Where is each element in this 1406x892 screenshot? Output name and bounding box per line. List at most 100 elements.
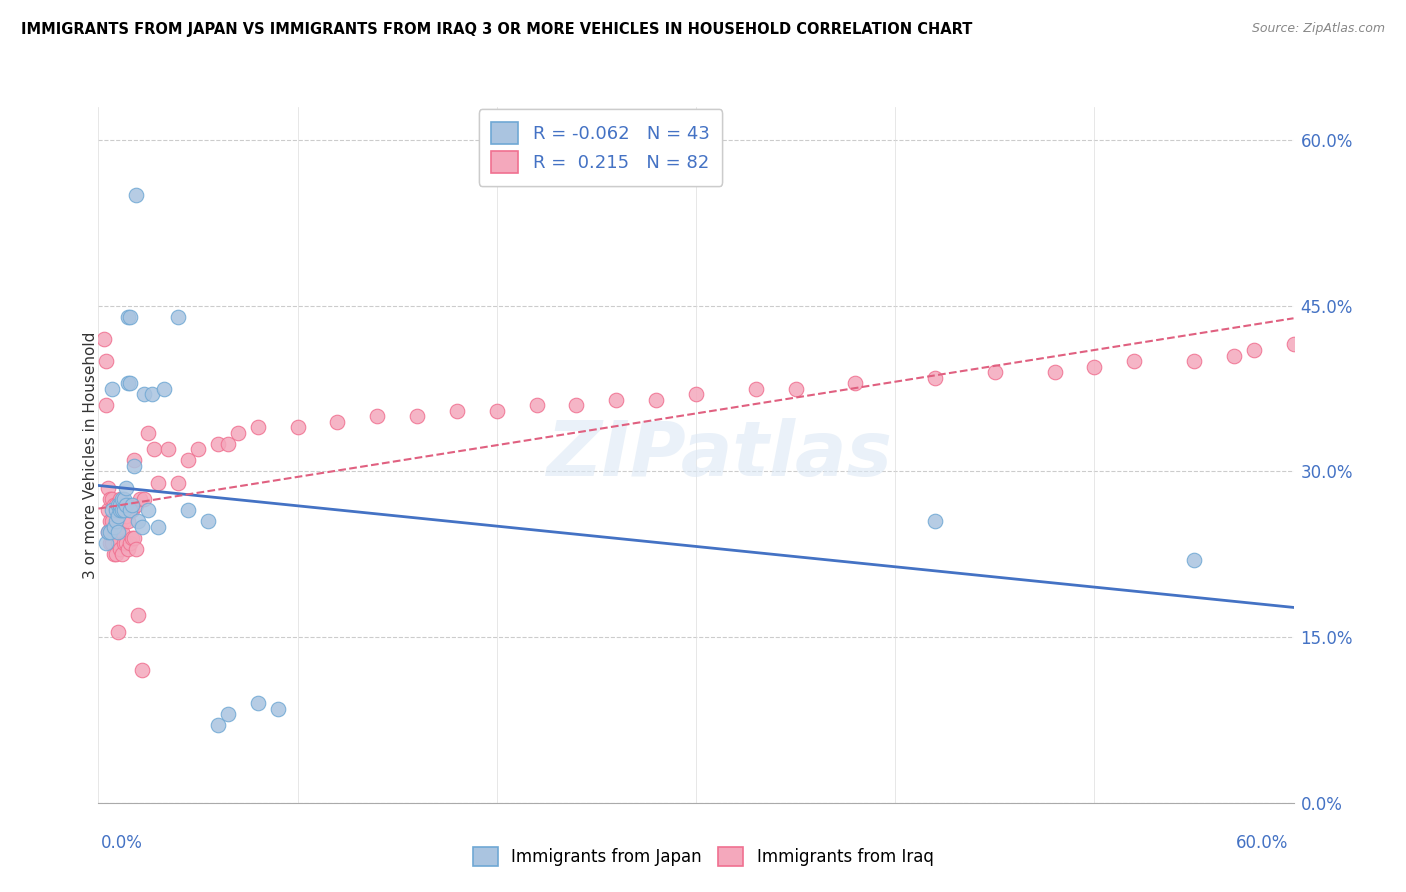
Legend: R = -0.062   N = 43, R =  0.215   N = 82: R = -0.062 N = 43, R = 0.215 N = 82 [478, 109, 723, 186]
Point [112, 503, 135, 517]
Point [120, 376, 142, 391]
Point [127, 608, 149, 623]
Point [120, 503, 142, 517]
Point [197, 514, 219, 528]
Point [96, 536, 118, 550]
Point [131, 663, 153, 677]
Point [112, 514, 135, 528]
Point [984, 365, 1007, 379]
Point [101, 503, 124, 517]
Point [105, 547, 128, 561]
Point [110, 541, 132, 556]
Text: 60.0%: 60.0% [1236, 834, 1288, 852]
Point [124, 453, 146, 467]
Point [148, 475, 170, 490]
Point [117, 498, 139, 512]
Point [103, 519, 125, 533]
Text: Source: ZipAtlas.com: Source: ZipAtlas.com [1251, 22, 1385, 36]
Point [446, 403, 468, 417]
Point [96, 354, 118, 368]
Point [167, 475, 190, 490]
Point [121, 531, 143, 545]
Point [100, 492, 122, 507]
Text: IMMIGRANTS FROM JAPAN VS IMMIGRANTS FROM IRAQ 3 OR MORE VEHICLES IN HOUSEHOLD CO: IMMIGRANTS FROM JAPAN VS IMMIGRANTS FROM… [21, 22, 973, 37]
Point [100, 514, 122, 528]
Point [125, 188, 148, 202]
Point [111, 503, 134, 517]
Point [111, 547, 134, 561]
Point [96, 398, 118, 412]
Point [1182, 354, 1205, 368]
Point [121, 503, 143, 517]
Point [785, 382, 807, 396]
Point [117, 541, 139, 556]
Point [112, 536, 135, 550]
Point [103, 547, 125, 561]
Point [97, 525, 120, 540]
Point [115, 481, 138, 495]
Point [131, 519, 153, 533]
Point [110, 498, 132, 512]
Point [117, 376, 139, 391]
Point [125, 498, 148, 512]
Point [97, 525, 120, 540]
Point [406, 409, 429, 424]
Y-axis label: 3 or more Vehicles in Household: 3 or more Vehicles in Household [83, 331, 97, 579]
Point [117, 514, 139, 528]
Point [287, 420, 309, 434]
Point [103, 498, 125, 512]
Point [103, 525, 125, 540]
Point [267, 702, 290, 716]
Point [117, 310, 139, 324]
Point [93, 332, 115, 346]
Point [1222, 349, 1246, 363]
Point [129, 492, 152, 507]
Point [226, 425, 249, 440]
Point [605, 392, 627, 407]
Point [366, 409, 388, 424]
Point [485, 403, 508, 417]
Point [110, 519, 132, 533]
Point [110, 492, 132, 507]
Point [121, 498, 143, 512]
Point [107, 525, 129, 540]
Point [645, 392, 668, 407]
Point [100, 536, 122, 550]
Point [134, 492, 156, 507]
Text: 0.0%: 0.0% [101, 834, 143, 852]
Point [157, 442, 180, 457]
Point [112, 498, 135, 512]
Point [187, 442, 209, 457]
Point [105, 498, 128, 512]
Point [97, 503, 120, 517]
Point [107, 519, 129, 533]
Point [111, 525, 134, 540]
Point [565, 398, 588, 412]
Point [246, 697, 269, 711]
Point [120, 503, 142, 517]
Point [217, 707, 239, 722]
Point [112, 492, 135, 507]
Point [685, 387, 707, 401]
Point [124, 531, 146, 545]
Point [1123, 354, 1146, 368]
Point [107, 536, 129, 550]
Point [326, 415, 349, 429]
Point [153, 382, 176, 396]
Point [246, 420, 269, 434]
Point [136, 503, 159, 517]
Point [526, 398, 548, 412]
Point [177, 453, 200, 467]
Point [101, 382, 124, 396]
Point [127, 514, 149, 528]
Point [844, 376, 866, 391]
Point [1243, 343, 1265, 357]
Point [97, 481, 120, 495]
Point [101, 492, 124, 507]
Point [101, 536, 124, 550]
Point [177, 503, 200, 517]
Point [111, 492, 134, 507]
Point [924, 370, 946, 384]
Point [1043, 365, 1066, 379]
Point [105, 503, 128, 517]
